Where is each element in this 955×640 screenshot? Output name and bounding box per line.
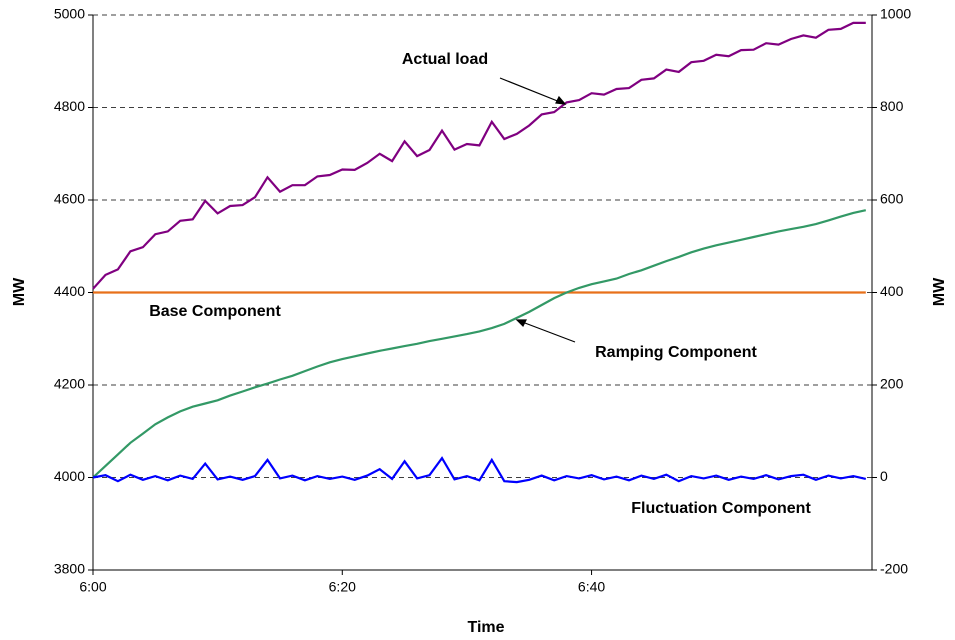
y2-axis-title: MW <box>931 277 948 306</box>
y2-tick-label: -200 <box>880 561 908 577</box>
x-axis-title: Time <box>467 619 504 636</box>
series-label: Actual load <box>402 51 488 68</box>
y2-tick-label: 0 <box>880 468 888 484</box>
y-tick-label: 3800 <box>54 561 85 577</box>
x-tick-label: 6:20 <box>329 579 356 595</box>
y-tick-label: 4400 <box>54 283 85 299</box>
arrow <box>499 77 566 105</box>
y2-tick-label: 200 <box>880 376 904 392</box>
x-tick-label: 6:00 <box>79 579 106 595</box>
y-tick-label: 5000 <box>54 6 85 22</box>
series-label: Ramping Component <box>595 344 757 361</box>
y2-tick-label: 400 <box>880 283 904 299</box>
series-label: Fluctuation Component <box>631 500 811 517</box>
y2-tick-label: 800 <box>880 98 904 114</box>
y-axis-title: MW <box>11 277 28 306</box>
annotation-arrows <box>499 77 576 343</box>
y-tick-label: 4600 <box>54 191 85 207</box>
y-tick-label: 4000 <box>54 468 85 484</box>
y-tick-label: 4800 <box>54 98 85 114</box>
series-line <box>92 456 867 484</box>
series-label: Base Component <box>149 303 281 320</box>
y-tick-label: 4200 <box>54 376 85 392</box>
series-line <box>92 209 867 479</box>
y2-tick-label: 1000 <box>880 6 911 22</box>
y2-tick-label: 600 <box>880 191 904 207</box>
arrow-head <box>555 95 567 105</box>
x-tick-label: 6:40 <box>578 579 605 595</box>
arrow <box>516 319 576 343</box>
series-line <box>92 21 866 290</box>
arrow-head <box>515 319 527 328</box>
